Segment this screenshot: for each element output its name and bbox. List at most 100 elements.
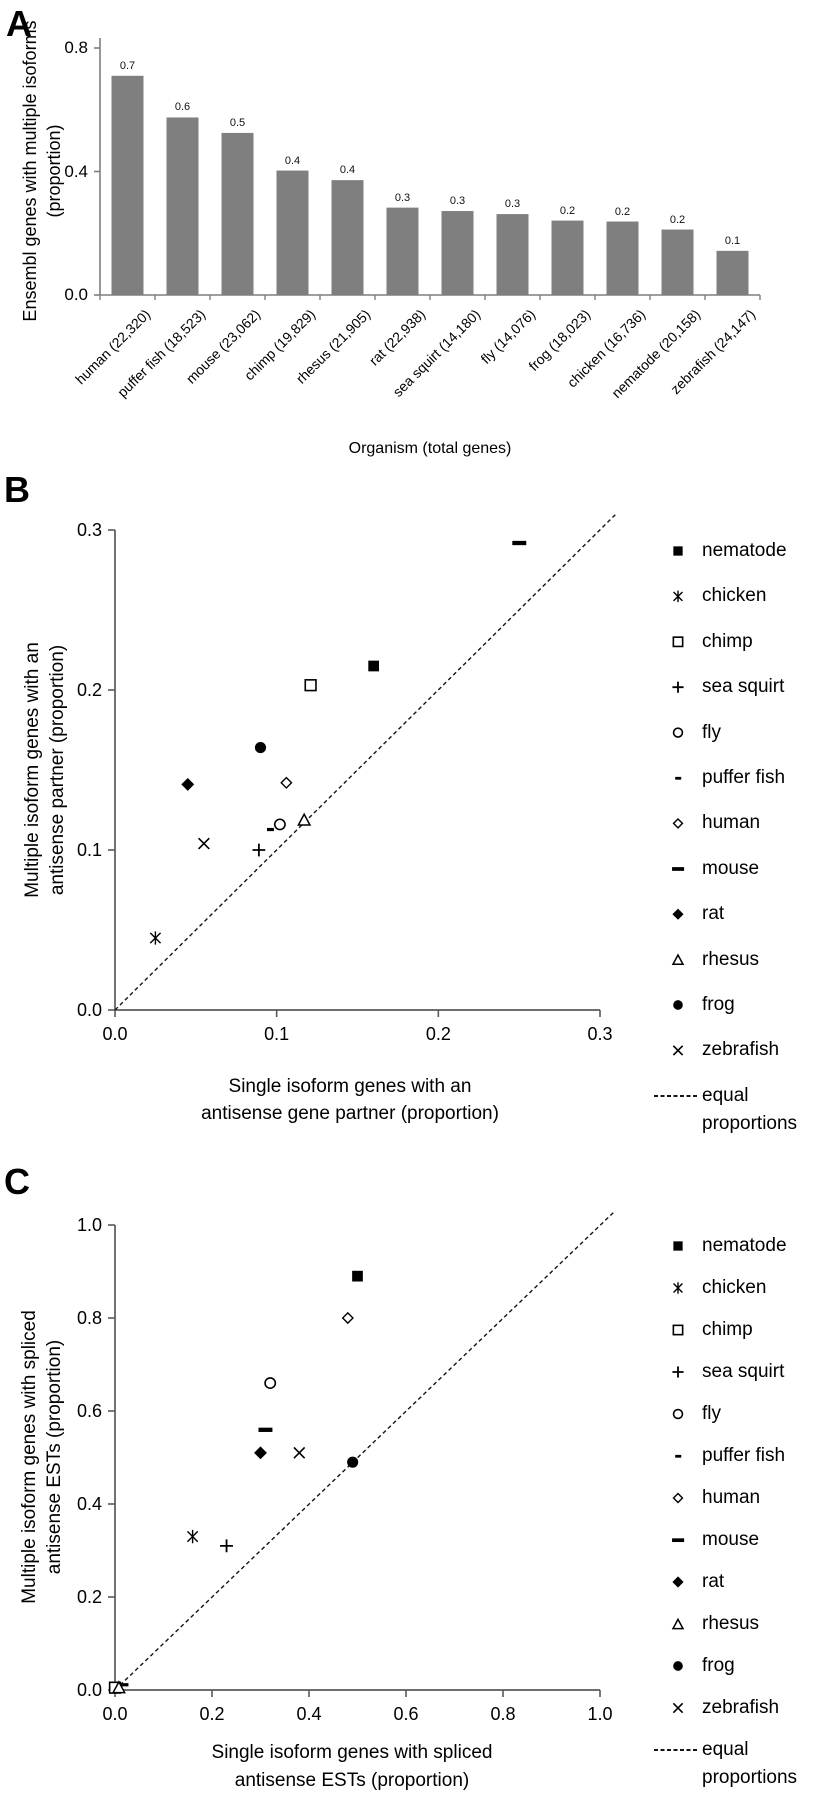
panel-c-y-tick-label: 0.4	[76, 1494, 102, 1514]
equal-proportions-line	[114, 1211, 615, 1691]
legend-chimp-marker	[672, 636, 684, 648]
fly-marker	[264, 1377, 277, 1390]
panel-b-y-tick-label: 0.0	[76, 1000, 102, 1020]
panel-a-y-axis-title-line1: Ensembl genes with multiple isoforms	[20, 20, 40, 322]
panel-c-x-axis-title-line2: antisense ESTs (proportion)	[234, 1770, 470, 1791]
mouse-marker	[512, 540, 527, 546]
bar-value-label: 0.4	[284, 154, 301, 167]
legend-mouse-marker	[672, 1538, 685, 1543]
panel-b-label: B	[4, 469, 30, 510]
panel-c-x-tick-label: 0.0	[102, 1704, 128, 1724]
panel-b-y-tick-label: 0.1	[76, 840, 102, 860]
bar-sea squirt (14,180)	[441, 211, 474, 295]
frog-marker	[347, 1456, 359, 1468]
panel-c-x-tick-label: 0.8	[490, 1704, 516, 1724]
chimp-marker	[304, 679, 317, 692]
chicken-marker	[149, 931, 162, 945]
panel-c-y-tick-label: 0.2	[76, 1587, 102, 1607]
legend-chicken-marker	[673, 1282, 683, 1294]
panel-a-y-tick-label: 0.8	[64, 38, 88, 57]
legend-label-human: human	[702, 812, 761, 834]
panel-c-y-tick-label: 1.0	[76, 1215, 102, 1235]
panel-c-y-tick-label: 0.0	[76, 1680, 102, 1700]
legend-puffer fish-marker	[675, 776, 682, 780]
panel-b-y-tick-label: 0.2	[76, 680, 102, 700]
legend-human-marker	[672, 817, 684, 829]
puffer fish-marker	[266, 827, 274, 832]
bar-zebrafish (24,147)	[716, 250, 749, 295]
panel-b-x-tick-label: 0.3	[587, 1024, 613, 1044]
legend-label-mouse: mouse	[702, 1529, 760, 1550]
legend-label-sea squirt: sea squirt	[702, 676, 785, 698]
panel-a-y-tick-label: 0.0	[64, 285, 88, 304]
legend-label-human: human	[702, 1487, 761, 1508]
rhesus-marker	[297, 812, 312, 826]
bar-rat (22,938)	[386, 207, 419, 295]
legend-sea squirt-marker	[672, 1366, 684, 1378]
mouse-marker	[258, 1427, 273, 1432]
panel-b-x-axis-title-line1: Single isoform genes with an	[228, 1076, 472, 1097]
equal-proportions-line	[114, 512, 618, 1011]
legend-label-equal: equal	[702, 1739, 749, 1760]
legend-label-fly: fly	[702, 1403, 721, 1424]
legend-rat-marker	[672, 1576, 684, 1588]
legend-label-rhesus: rhesus	[702, 948, 760, 970]
legend-label-chimp: chimp	[702, 1319, 753, 1340]
legend-frog-marker	[673, 1000, 683, 1010]
bar-chicken (16,736)	[606, 221, 639, 295]
nematode-marker	[368, 660, 380, 672]
sea squirt-marker	[252, 843, 266, 857]
panel-a-label: A	[6, 3, 32, 44]
panel-a-y-tick-label: 0.4	[64, 161, 88, 181]
bar-fly (14,076)	[496, 214, 529, 295]
legend-zebrafish-marker	[672, 1702, 684, 1714]
legend-chicken-marker	[673, 590, 683, 603]
legend-frog-marker	[673, 1661, 683, 1671]
legend-mouse-marker	[672, 867, 685, 871]
bar-value-label: 0.2	[669, 213, 686, 226]
legend-label-puffer fish: puffer fish	[702, 1445, 786, 1466]
panel-b-x-tick-label: 0.0	[102, 1024, 128, 1044]
legend-label-chicken: chicken	[702, 1277, 767, 1298]
legend-label-equal: equal	[702, 1085, 749, 1106]
bar-rhesus (21,905)	[331, 180, 364, 295]
panel-c-y-axis-title-line1: Multiple isoform genes with spliced	[19, 1310, 40, 1604]
legend-chimp-marker	[672, 1324, 684, 1336]
bar-chimp (19,829)	[276, 170, 309, 295]
legend-label-chicken: chicken	[702, 585, 767, 607]
legend-sea squirt-marker	[672, 681, 684, 693]
bar-value-label: 0.3	[504, 198, 521, 211]
rhesus-marker	[111, 1680, 126, 1694]
legend-rat-marker	[672, 908, 684, 920]
legend-zebrafish-marker	[672, 1045, 684, 1056]
legend-label-rhesus: rhesus	[702, 1613, 760, 1634]
bar-value-label: 0.2	[559, 204, 576, 217]
legend-fly-marker	[672, 1408, 684, 1420]
panel-b-x-tick-label: 0.1	[264, 1024, 290, 1044]
legend-label-nematode: nematode	[702, 1235, 787, 1256]
zebrafish-marker	[293, 1446, 306, 1459]
panel-b-y-axis-title-line1: Multiple isoform genes with an	[22, 642, 43, 898]
legend-label-zebrafish: zebrafish	[702, 1697, 780, 1718]
panel-c-x-tick-label: 0.6	[393, 1704, 419, 1724]
frog-marker	[254, 742, 267, 754]
legend-human-marker	[672, 1492, 684, 1504]
panel-c-y-tick-label: 0.6	[76, 1401, 102, 1421]
sea squirt-marker	[220, 1539, 233, 1553]
legend-rhesus-marker	[671, 953, 685, 965]
panel-a-y-axis-title-line2: (proportion)	[44, 124, 64, 218]
panel-b-y-axis-title-line2: antisense partner (proportion)	[47, 644, 68, 896]
bar-value-label: 0.5	[229, 116, 246, 129]
legend-label-frog: frog	[702, 994, 735, 1015]
bar-value-label: 0.2	[614, 205, 631, 218]
legend-label-rat: rat	[702, 1571, 725, 1592]
human-marker	[341, 1311, 354, 1325]
panel-c-label: C	[4, 1161, 30, 1202]
bar-value-label: 0.7	[119, 59, 136, 72]
legend-label-sea squirt: sea squirt	[702, 1361, 785, 1382]
bar-puffer fish (18,523)	[166, 117, 199, 295]
bar-value-label: 0.6	[174, 101, 191, 114]
legend-nematode-marker	[673, 1241, 683, 1251]
